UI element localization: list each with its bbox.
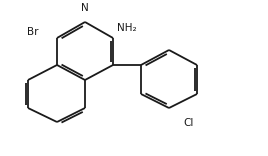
Text: N: N bbox=[81, 3, 89, 13]
Text: Br: Br bbox=[28, 27, 39, 37]
Text: NH₂: NH₂ bbox=[117, 23, 137, 33]
Text: Cl: Cl bbox=[183, 118, 193, 128]
